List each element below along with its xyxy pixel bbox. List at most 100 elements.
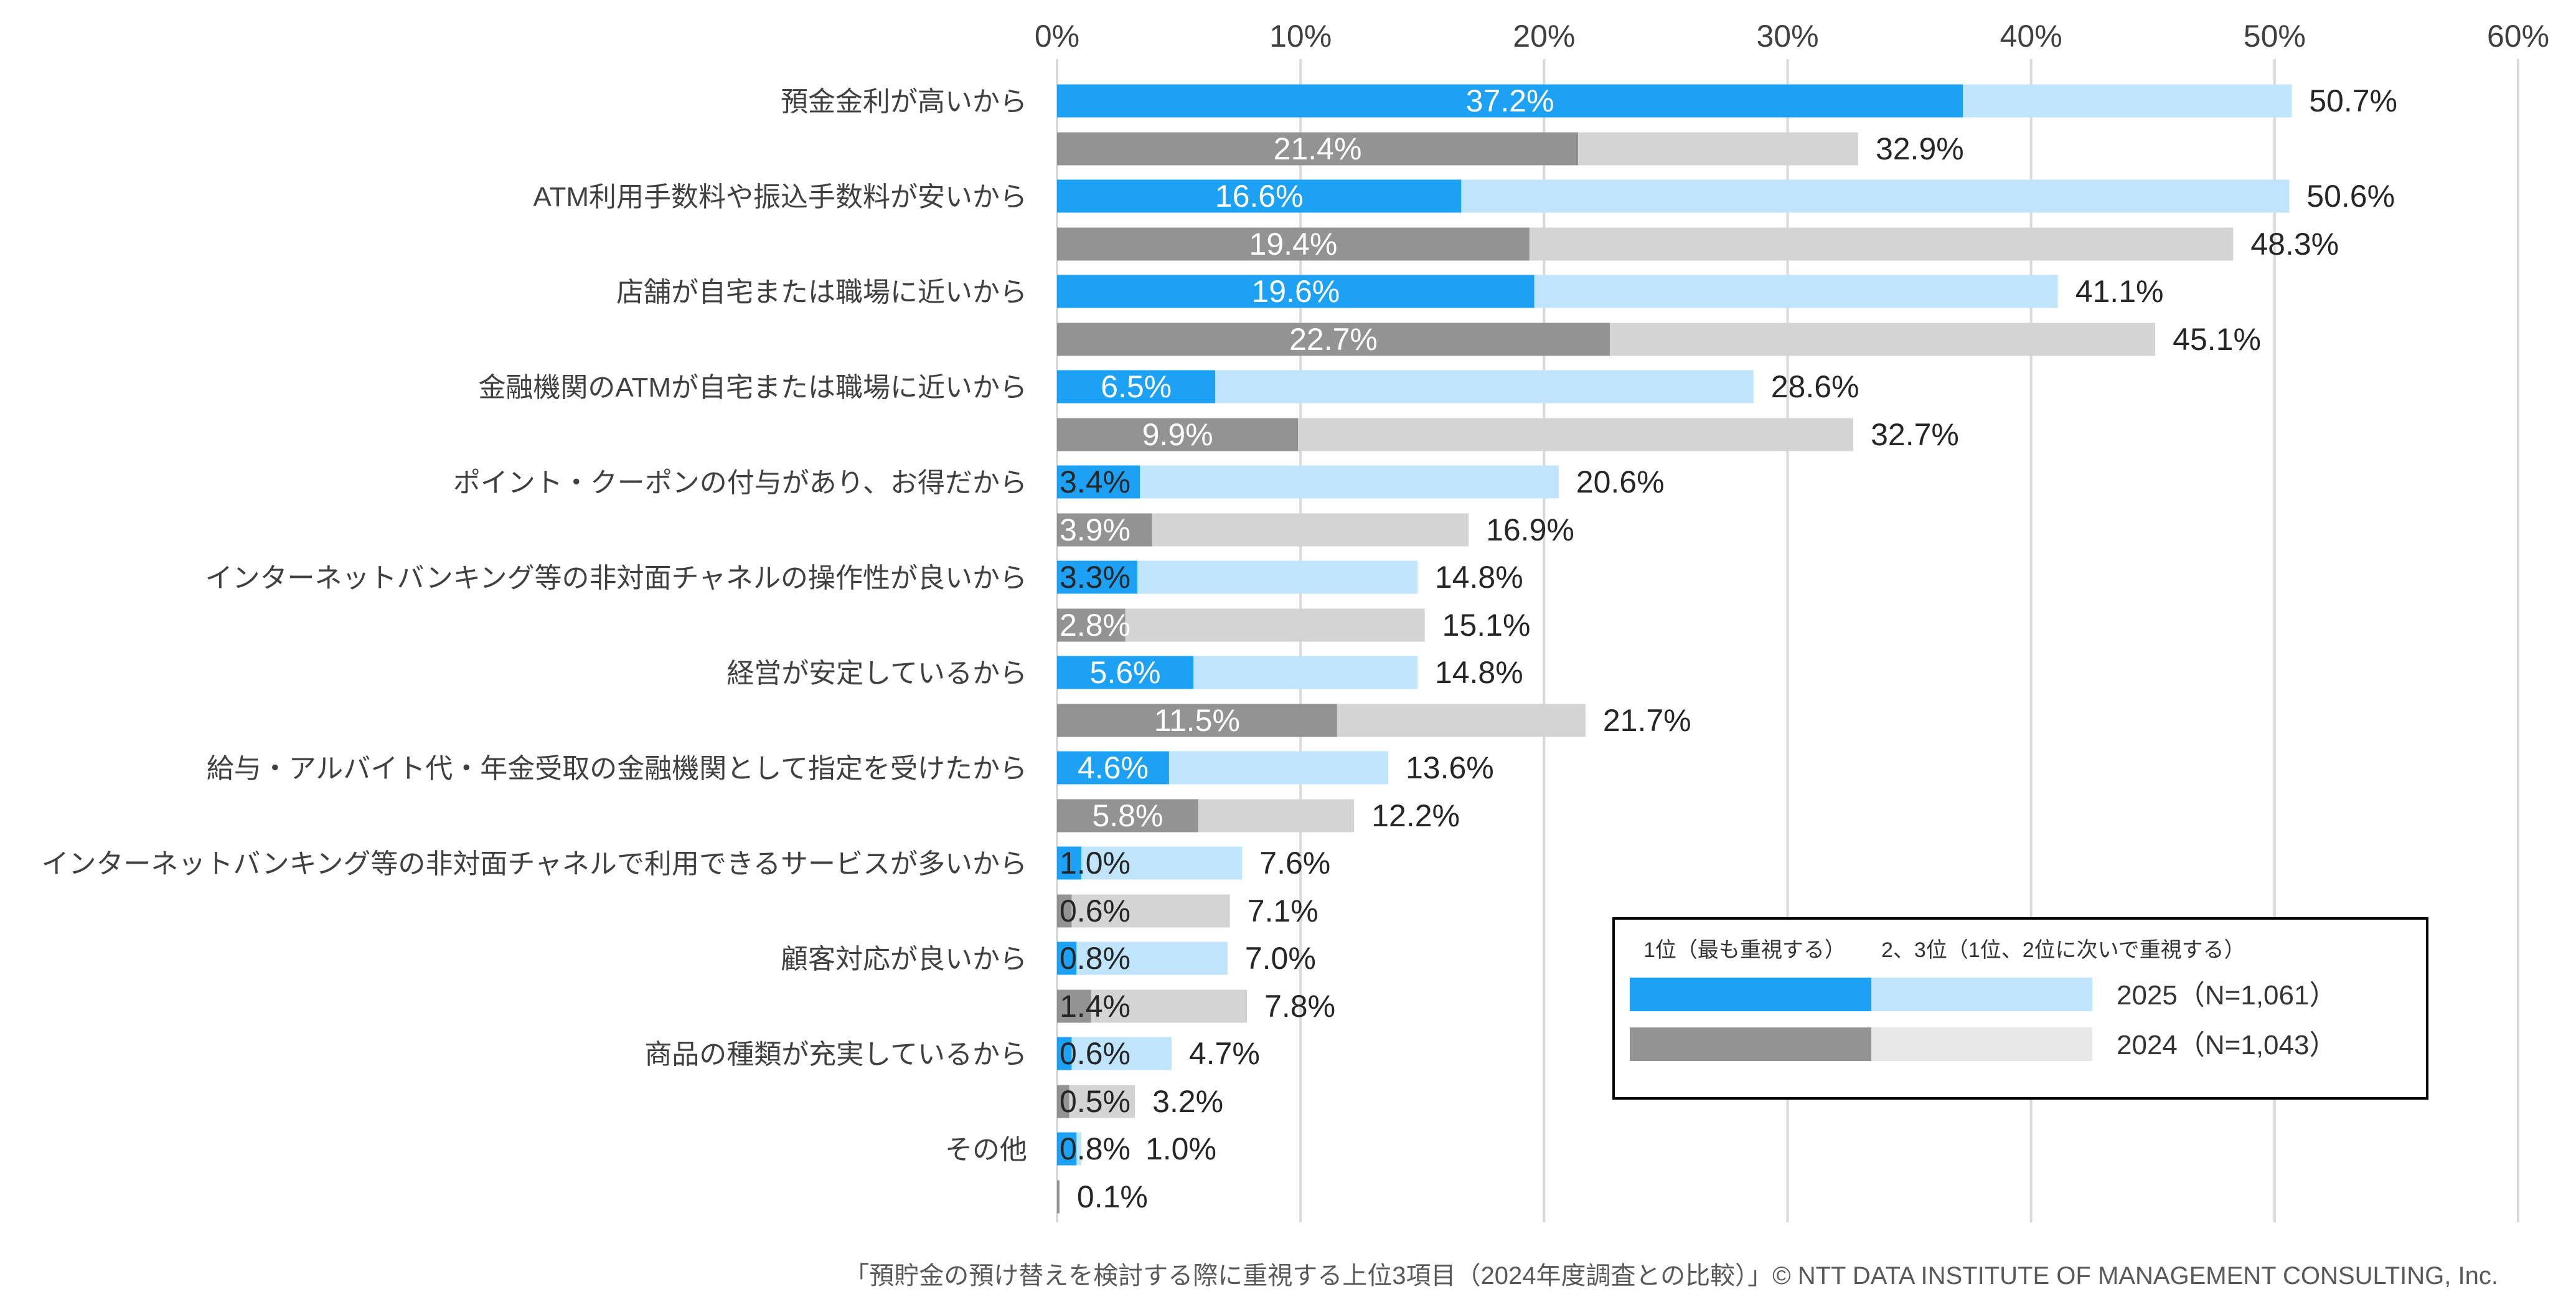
data-label-first: 9.9% (1142, 417, 1213, 452)
bar-rest-2025 (1139, 465, 1559, 499)
bar-rest-2025 (1071, 1037, 1172, 1070)
category-label: 給与・アルバイト代・年金受取の金融機関として指定を受けたから (207, 753, 1027, 784)
bar-rest-2024 (1609, 323, 2156, 356)
category-label: 経営が安定しているから (726, 658, 1027, 689)
category-label: ATM利用手数料や振込手数料が安いから (533, 182, 1027, 212)
bar-rest-2024 (1069, 1085, 1135, 1118)
bar-rest-2024 (1298, 418, 1854, 451)
data-label-total: 4.7% (1189, 1036, 1260, 1071)
data-label-total: 14.8% (1435, 560, 1523, 595)
bar-first-2025 (1057, 751, 1169, 785)
category-label: インターネットバンキング等の非対面チャネルの操作性が良いから (205, 563, 1027, 593)
legend-swatch-2025-first (1630, 978, 1871, 1011)
bar-first-2024 (1057, 989, 1091, 1023)
category-label: 顧客対応が良いから (781, 944, 1027, 974)
data-label-total: 7.8% (1264, 989, 1335, 1024)
x-tick-label: 0% (1035, 19, 1079, 54)
bar-first-2025 (1057, 560, 1138, 594)
bar-first-2024 (1057, 608, 1126, 642)
bar-rest-2024 (1091, 989, 1248, 1023)
bar-first-2024 (1057, 1085, 1069, 1118)
x-tick-label: 20% (1513, 19, 1575, 54)
data-label-total: 41.1% (2075, 274, 2164, 309)
data-label-first: 0.6% (1060, 1036, 1131, 1071)
x-axis-ticks: 0% 10% 20% 30% 40% 50% 60% (1035, 19, 2549, 54)
bar-first-2025 (1057, 370, 1216, 403)
bar-first-2024 (1057, 894, 1072, 928)
data-label-total: 21.7% (1603, 703, 1691, 738)
category-label: インターネットバンキング等の非対面チャネルで利用できるサービスが多いから (41, 849, 1027, 879)
bar-rest-2024 (1529, 227, 2234, 261)
bar-first-2024 (1057, 323, 1610, 356)
bar-rest-2024 (1152, 513, 1469, 547)
data-label-total: 7.1% (1248, 894, 1319, 928)
bar-first-2025 (1057, 1132, 1077, 1166)
data-label-total: 48.3% (2250, 227, 2339, 262)
category-label: ポイント・クーポンの付与があり、お得だから (453, 468, 1027, 498)
legend-segment-first: 1位（最も重視する） (1643, 938, 1846, 962)
data-label-first: 16.6% (1215, 179, 1304, 214)
data-label-total: 50.6% (2306, 179, 2395, 214)
bar-first-2025 (1057, 179, 1462, 213)
bar-rest-2025 (1076, 941, 1228, 975)
bar-first-2025 (1057, 1037, 1072, 1070)
x-tick-label: 30% (1756, 19, 1818, 54)
bar-first-2025 (1057, 656, 1194, 689)
bar-first-2024 (1057, 513, 1152, 547)
data-label-first: 0.8% (1060, 1131, 1131, 1166)
x-tick-label: 60% (2487, 19, 2549, 54)
legend-swatch-2024-rest (1871, 1027, 2092, 1061)
bar-rest-2025 (1534, 275, 2058, 308)
data-label-first: 2.8% (1060, 608, 1131, 643)
data-label-first: 0.6% (1060, 894, 1131, 928)
bar-first-2024 (1057, 1180, 1060, 1214)
data-label-total: 12.2% (1371, 798, 1460, 833)
data-label-total: 7.0% (1245, 941, 1316, 976)
bar-rest-2024 (1125, 608, 1425, 642)
bars: 37.2% 50.7% 21.4% 32.9% 16.6% 50.6% 19.4% 48.3%… (1057, 83, 2397, 1214)
bar-first-2025 (1057, 465, 1140, 499)
data-label-total: 0.1% (1077, 1179, 1148, 1214)
data-label-total: 13.6% (1406, 750, 1494, 785)
legend-segment-rest: 2、3位（1位、2位に次いで重視する） (1881, 938, 2245, 962)
bar-rest-2024 (1337, 704, 1586, 737)
data-label-total: 32.7% (1871, 417, 1959, 452)
bar-rest-2025 (1137, 560, 1417, 594)
category-label: 商品の種類が充実しているから (644, 1039, 1027, 1070)
bar-first-2024 (1057, 132, 1579, 166)
bar-rest-2024 (1198, 799, 1355, 833)
bar-first-2025 (1057, 846, 1082, 880)
data-label-total: 14.8% (1435, 655, 1523, 690)
legend-label-2025: 2025（N=1,061） (2117, 980, 2336, 1011)
bar-rest-2024 (1071, 894, 1230, 928)
data-label-first: 5.6% (1090, 655, 1161, 690)
bar-rest-2025 (1168, 751, 1388, 785)
data-label-first: 11.5% (1154, 703, 1240, 738)
bar-first-2025 (1057, 84, 1963, 118)
data-label-first: 19.4% (1249, 227, 1338, 262)
x-tick-label: 50% (2244, 19, 2306, 54)
data-label-first: 1.4% (1060, 989, 1131, 1024)
data-label-first: 5.8% (1092, 798, 1163, 833)
bar-first-2025 (1057, 275, 1535, 308)
category-label: 店舗が自宅または職場に近いから (616, 277, 1027, 308)
legend: 1位（最も重視する） 2、3位（1位、2位に次いで重視する） 2025（N=1,… (1612, 917, 2428, 1100)
bar-rest-2025 (1963, 84, 2292, 118)
data-label-first: 3.3% (1060, 560, 1131, 595)
x-tick-label: 10% (1269, 19, 1332, 54)
legend-swatch-2025-rest (1871, 978, 2092, 1011)
data-label-first: 19.6% (1251, 274, 1340, 309)
category-label: 金融機関のATMが自宅または職場に近いから (478, 372, 1027, 403)
data-label-first: 3.9% (1060, 512, 1131, 547)
data-label-total: 45.1% (2173, 322, 2261, 357)
data-label-total: 7.6% (1259, 846, 1330, 880)
bar-first-2024 (1057, 799, 1198, 833)
category-label: その他 (945, 1135, 1027, 1165)
data-label-first: 37.2% (1466, 83, 1554, 118)
data-label-first: 0.8% (1060, 941, 1131, 976)
legend-label-2024: 2024（N=1,043） (2117, 1030, 2336, 1060)
footer-caption: 「預貯金の預け替えを検討する際に重視する上位3項目（2024年度調査との比較）」… (844, 1262, 2498, 1290)
data-label-first: 1.0% (1060, 846, 1131, 880)
data-label-total: 16.9% (1486, 512, 1574, 547)
